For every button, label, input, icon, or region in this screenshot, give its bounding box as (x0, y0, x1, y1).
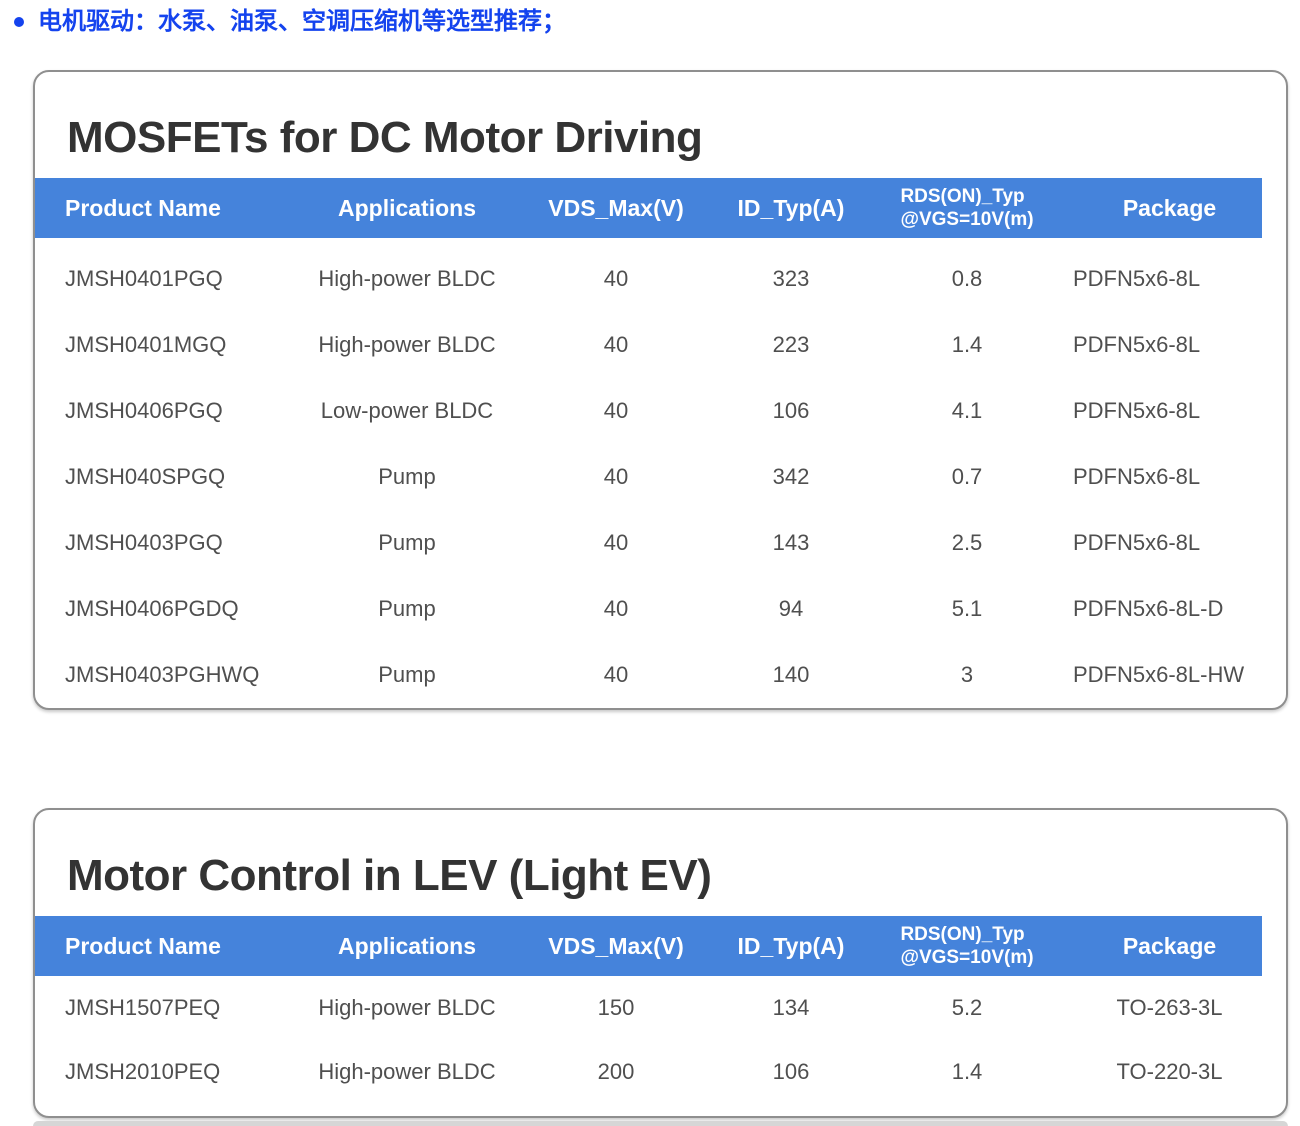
cell-package: PDFN5x6-8L (1073, 530, 1201, 555)
cell-id-typ: 94 (778, 596, 804, 621)
rds-header-line1: RDS(ON)_Typ (900, 924, 1025, 945)
cell-product-name: JMSH1507PEQ (65, 995, 221, 1020)
col-header-vds-max: VDS_Max(V) (548, 194, 684, 221)
cell-vds-max: 40 (603, 266, 629, 291)
cell-package: PDFN5x6-8L (1073, 464, 1201, 489)
table-row: JMSH040SPGQ Pump 40 342 0.7 PDFN5x6-8L (35, 444, 1262, 510)
table2-body: JMSH1507PEQ High-power BLDC 150 134 5.2 … (35, 976, 1286, 1104)
col-header-vds-max: VDS_Max(V) (548, 932, 684, 959)
table-row: JMSH0406PGDQ Pump 40 94 5.1 PDFN5x6-8L-D (35, 576, 1262, 642)
cell-package: PDFN5x6-8L-D (1073, 596, 1224, 621)
bullet-dot-icon (14, 17, 24, 27)
table1-body: JMSH0401PGQ High-power BLDC 40 323 0.8 P… (35, 238, 1286, 708)
cell-id-typ: 342 (772, 464, 810, 489)
cell-application: Pump (378, 530, 436, 555)
col-header-id-typ: ID_Typ(A) (737, 932, 845, 959)
table-row: JMSH0403PGQ Pump 40 143 2.5 PDFN5x6-8L (35, 510, 1262, 576)
cell-product-name: JMSH0403PGQ (65, 530, 223, 555)
cell-rds-on: 4.1 (951, 398, 983, 423)
cell-vds-max: 40 (603, 596, 629, 621)
table-row: JMSH1507PEQ High-power BLDC 150 134 5.2 … (35, 976, 1262, 1040)
cell-rds-on: 1.4 (951, 1059, 983, 1084)
cell-id-typ: 140 (772, 662, 810, 687)
cell-application: High-power BLDC (318, 332, 496, 357)
cell-rds-on: 5.1 (951, 596, 983, 621)
cell-vds-max: 40 (603, 464, 629, 489)
col-header-rds-on-typ: RDS(ON)_Typ @VGS=10V(m) (877, 185, 1057, 231)
rds-header-line1: RDS(ON)_Typ (900, 186, 1025, 207)
rds-header-line2: @VGS=10V(m) (900, 947, 1034, 968)
cell-application: Low-power BLDC (320, 398, 494, 423)
cell-package: PDFN5x6-8L (1073, 266, 1201, 291)
col-header-applications: Applications (337, 932, 476, 959)
cell-application: High-power BLDC (318, 266, 496, 291)
col-header-id-typ: ID_Typ(A) (737, 194, 845, 221)
cell-rds-on: 3 (960, 662, 974, 687)
cell-application: Pump (378, 662, 436, 687)
col-header-product-name: Product Name (65, 194, 221, 221)
cell-application: Pump (378, 464, 436, 489)
cell-vds-max: 40 (603, 398, 629, 423)
cell-product-name: JMSH0406PGQ (65, 398, 223, 423)
cell-package: TO-220-3L (1116, 1059, 1223, 1084)
cell-rds-on: 1.4 (951, 332, 983, 357)
cell-rds-on: 0.7 (951, 464, 983, 489)
col-header-package: Package (1122, 932, 1217, 959)
table-row: JMSH0401MGQ High-power BLDC 40 223 1.4 P… (35, 312, 1262, 378)
rds-header-line2: @VGS=10V(m) (900, 209, 1034, 230)
cell-package: PDFN5x6-8L (1073, 398, 1201, 423)
table-row: JMSH0403PGHWQ Pump 40 140 3 PDFN5x6-8L-H… (35, 642, 1262, 708)
cell-product-name: JMSH2010PEQ (65, 1059, 221, 1084)
cell-vds-max: 40 (603, 530, 629, 555)
cell-id-typ: 223 (772, 332, 810, 357)
cell-id-typ: 106 (772, 398, 810, 423)
cell-application: High-power BLDC (318, 995, 496, 1020)
cell-application: High-power BLDC (318, 1059, 496, 1084)
table-row: JMSH2010PEQ High-power BLDC 200 106 1.4 … (35, 1040, 1262, 1104)
table2-header-row: Product Name Applications VDS_Max(V) ID_… (35, 916, 1262, 976)
cell-package: PDFN5x6-8L (1073, 332, 1201, 357)
card-dc-motor-driving: MOSFETs for DC Motor Driving Product Nam… (33, 70, 1288, 710)
table1-title: MOSFETs for DC Motor Driving (67, 113, 703, 162)
cell-id-typ: 323 (772, 266, 810, 291)
table2-title: Motor Control in LEV (Light EV) (67, 851, 712, 900)
cell-package: PDFN5x6-8L-HW (1073, 662, 1245, 687)
cell-vds-max: 40 (603, 662, 629, 687)
cell-vds-max: 150 (597, 995, 635, 1020)
cell-vds-max: 200 (597, 1059, 635, 1084)
col-header-package: Package (1122, 194, 1217, 221)
cell-rds-on: 0.8 (951, 266, 983, 291)
next-section-edge (33, 1121, 1288, 1126)
table-row: JMSH0401PGQ High-power BLDC 40 323 0.8 P… (35, 246, 1262, 312)
cell-product-name: JMSH0401PGQ (65, 266, 223, 291)
col-header-product-name: Product Name (65, 932, 221, 959)
col-header-applications: Applications (337, 194, 476, 221)
cell-product-name: JMSH0403PGHWQ (65, 662, 260, 687)
cell-product-name: JMSH0401MGQ (65, 332, 227, 357)
cell-product-name: JMSH040SPGQ (65, 464, 226, 489)
cell-rds-on: 2.5 (951, 530, 983, 555)
cell-id-typ: 134 (772, 995, 810, 1020)
cell-package: TO-263-3L (1116, 995, 1223, 1020)
cell-product-name: JMSH0406PGDQ (65, 596, 239, 621)
cell-application: Pump (378, 596, 436, 621)
cell-id-typ: 143 (772, 530, 810, 555)
cell-vds-max: 40 (603, 332, 629, 357)
card-motor-control-lev: Motor Control in LEV (Light EV) Product … (33, 808, 1288, 1118)
table-row: JMSH0406PGQ Low-power BLDC 40 106 4.1 PD… (35, 378, 1262, 444)
table1-header-row: Product Name Applications VDS_Max(V) ID_… (35, 178, 1262, 238)
col-header-rds-on-typ: RDS(ON)_Typ @VGS=10V(m) (877, 923, 1057, 969)
cell-id-typ: 106 (772, 1059, 810, 1084)
intro-bullet-line: 电机驱动：水泵、油泵、空调压缩机等选型推荐； (14, 6, 566, 38)
intro-text: 电机驱动：水泵、油泵、空调压缩机等选型推荐； (38, 8, 566, 35)
cell-rds-on: 5.2 (951, 995, 983, 1020)
